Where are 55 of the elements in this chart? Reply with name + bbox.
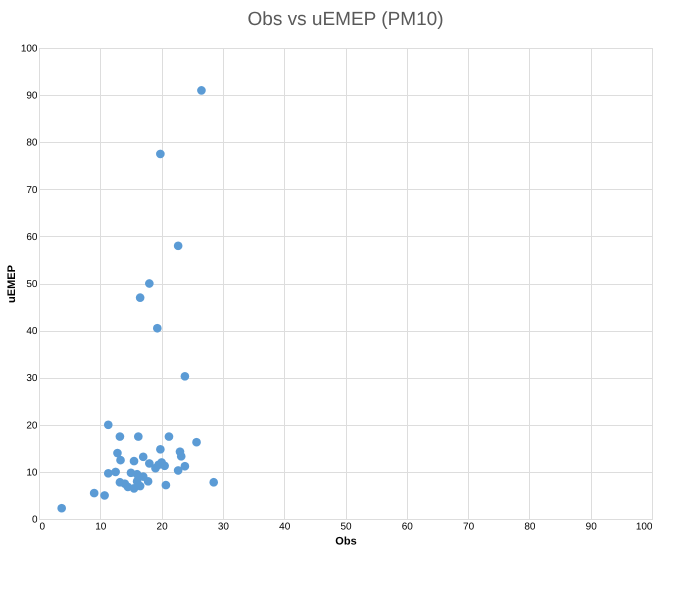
point (174, 242, 182, 250)
point (152, 324, 162, 333)
point (197, 86, 206, 95)
point (57, 504, 66, 512)
x-tick-label: 80 (524, 522, 536, 532)
x-tick-label: 60 (402, 522, 414, 532)
point (104, 420, 113, 430)
point (111, 468, 120, 476)
y-tick-label: 80 (26, 138, 38, 149)
point (138, 452, 148, 462)
point (145, 459, 154, 468)
x-axis-title: Obs (335, 536, 357, 548)
y-tick-label: 40 (26, 326, 38, 338)
point (104, 468, 113, 478)
y-tick-label: 20 (26, 420, 38, 432)
x-tick-label: 100 (636, 522, 653, 532)
point (116, 456, 125, 464)
point (180, 372, 190, 381)
point (164, 432, 174, 441)
point (144, 477, 152, 486)
point (113, 448, 122, 458)
point (180, 462, 190, 471)
point (174, 466, 182, 475)
y-tick-label: 70 (26, 184, 38, 196)
x-tick-label: 50 (340, 522, 352, 532)
x-tick-label: 30 (218, 522, 230, 532)
y-tick-label: 60 (26, 232, 38, 243)
x-tick-label: 10 (95, 522, 107, 532)
y-tick-label: 0 (32, 514, 38, 526)
y-tick-label: 30 (26, 373, 38, 384)
point (116, 432, 124, 441)
point (209, 478, 218, 487)
x-tick-label: 70 (463, 522, 475, 532)
point (130, 456, 138, 466)
x-tick-label: 0 (40, 522, 46, 532)
point (100, 491, 109, 500)
point (136, 293, 144, 302)
x-tick-label: 40 (279, 522, 291, 532)
point (160, 461, 169, 470)
chart-title: Obs vs uEMEP (PM10) (247, 9, 444, 30)
x-tick-label: 20 (156, 522, 168, 532)
point (162, 480, 170, 490)
y-tick-label: 10 (26, 467, 38, 478)
point (192, 438, 201, 447)
y-tick-label: 90 (26, 90, 38, 102)
y-tick-label: 50 (26, 279, 38, 290)
x-tick-label: 90 (586, 522, 598, 532)
y-axis-title: uEMEP (6, 265, 18, 303)
point (176, 452, 186, 461)
y-tick-label: 100 (20, 44, 38, 54)
point (145, 279, 154, 288)
point (90, 488, 98, 498)
point (156, 150, 165, 158)
point (156, 444, 165, 454)
point (134, 432, 143, 441)
